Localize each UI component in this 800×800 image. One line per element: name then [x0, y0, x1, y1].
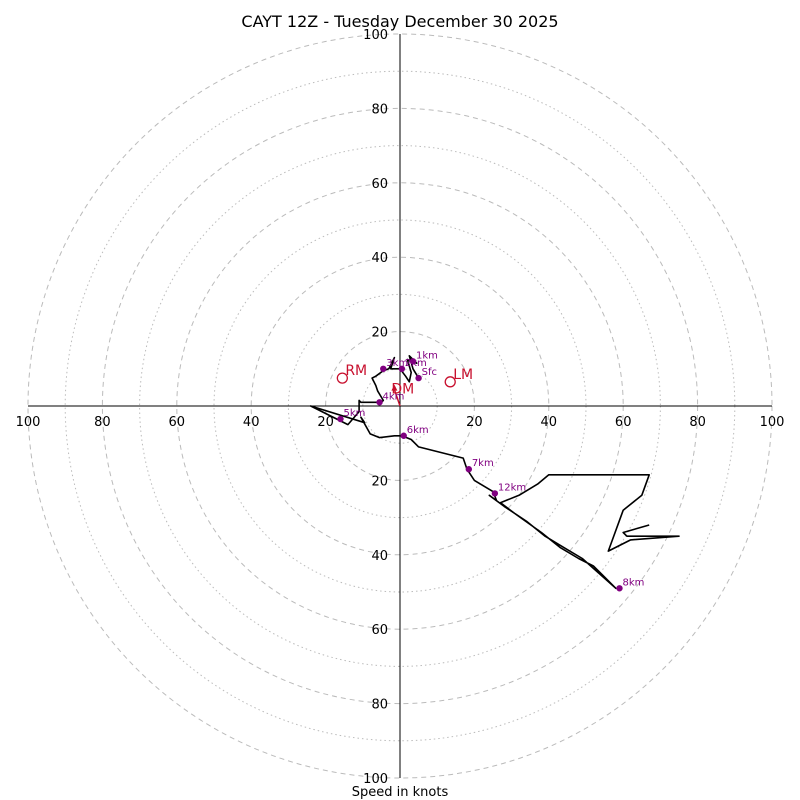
storm-motion-label-rm: RM — [345, 363, 367, 379]
height-label-12km: 12km — [498, 482, 526, 493]
tick-label-left-60: 60 — [169, 415, 186, 430]
tick-label-up-80: 80 — [371, 102, 388, 117]
tick-label-left-80: 80 — [94, 415, 111, 430]
tick-label-up-100: 100 — [363, 28, 388, 43]
storm-motion-marker-rm — [336, 372, 348, 384]
tick-label-up-20: 20 — [371, 326, 388, 341]
height-label-2km: 2km — [405, 358, 427, 369]
tick-label-down-80: 80 — [371, 698, 388, 713]
storm-motions: RM LM DM — [336, 363, 473, 407]
height-label-8km: 8km — [622, 577, 644, 588]
height-marker-4km — [376, 399, 383, 406]
storm-motion-label-lm: LM — [453, 367, 473, 383]
tick-label-up-60: 60 — [371, 177, 388, 192]
height-label-5km: 5km — [343, 408, 365, 419]
tick-label-right-40: 40 — [541, 415, 558, 430]
height-label-4km: 4km — [383, 391, 405, 402]
height-label-3km: 3km — [386, 358, 408, 369]
tick-label-up-40: 40 — [371, 251, 388, 266]
tick-label-left-100: 100 — [16, 415, 41, 430]
tick-label-down-60: 60 — [371, 623, 388, 638]
tick-label-left-40: 40 — [243, 415, 260, 430]
hodograph-trace — [309, 354, 680, 590]
height-label-6km: 6km — [407, 425, 429, 436]
chart-title: CAYT 12Z - Tuesday December 30 2025 — [241, 12, 558, 31]
storm-motion-marker-lm — [444, 376, 456, 388]
deviant-motion-arrowhead — [391, 384, 398, 391]
deviant-motion-arrow — [393, 389, 401, 407]
height-marker-3km — [380, 365, 387, 372]
tick-labels: 100 80 60 40 20 20 40 60 80 100 100 80 60 40 20 20 40 60 8… — [16, 28, 785, 787]
tick-label-down-40: 40 — [371, 549, 388, 564]
height-label-sfc: Sfc — [422, 367, 437, 378]
height-marker-2km — [398, 365, 406, 372]
height-marker-sfc — [415, 374, 422, 382]
tick-label-right-60: 60 — [615, 415, 632, 430]
height-marker-1km — [409, 358, 417, 365]
hodograph-line — [309, 354, 680, 590]
height-label-1km: 1km — [416, 350, 438, 361]
tick-label-right-100: 100 — [760, 415, 785, 430]
height-marker-12km — [491, 490, 499, 497]
height-marker-7km — [465, 466, 473, 473]
height-marker-8km — [616, 585, 623, 592]
tick-label-left-20: 20 — [317, 415, 334, 430]
tick-label-down-20: 20 — [371, 474, 388, 489]
storm-motion-label-dm: DM — [391, 382, 414, 398]
tick-label-down-100: 100 — [363, 772, 388, 787]
x-axis-label: Speed in knots — [352, 785, 449, 800]
height-label-7km: 7km — [472, 458, 494, 469]
height-marker-5km — [337, 415, 344, 423]
height-marker-6km — [400, 432, 407, 439]
tick-label-right-80: 80 — [689, 415, 706, 430]
tick-label-right-20: 20 — [466, 415, 483, 430]
